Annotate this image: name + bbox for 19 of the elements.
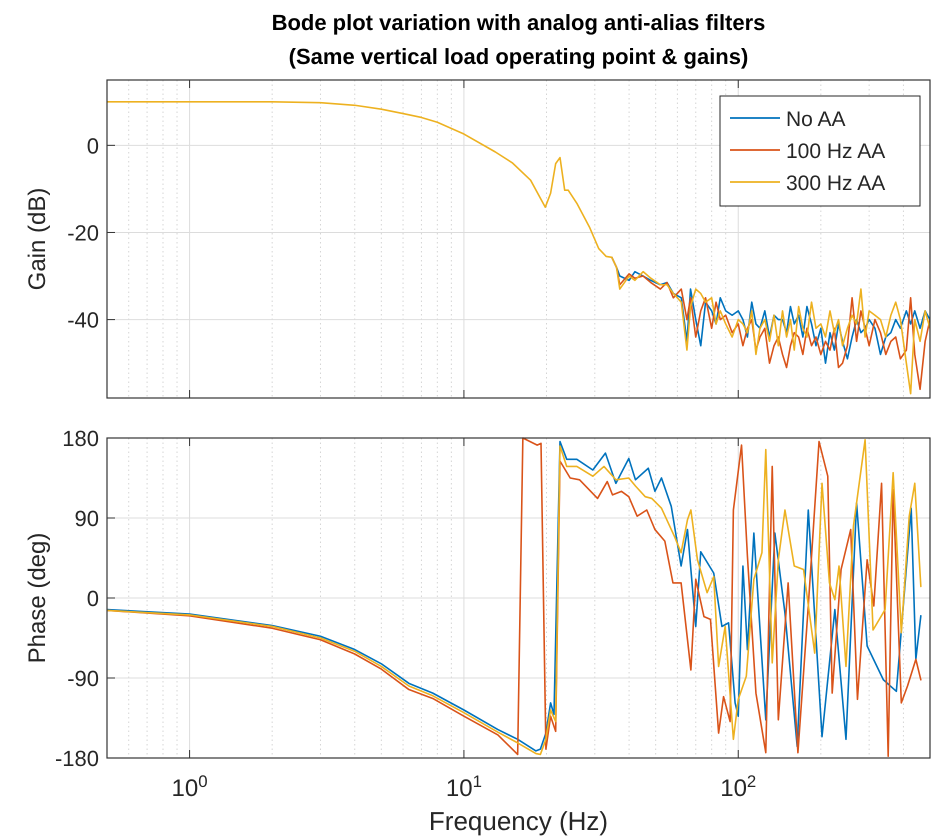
y-tick-label: 0 [86,586,99,611]
x-tick-label: 10$^{0}$ [172,772,208,802]
y-tick-label: -20 [67,220,99,246]
legend-label: No AA [786,108,846,131]
y-tick-label: -90 [67,666,99,691]
chart-title: Bode plot variation with analog anti-alias filters [272,10,766,35]
y-tick-label: -180 [54,746,99,771]
y-tick-label: 180 [62,426,99,451]
legend-label: 300 Hz AA [786,172,886,195]
x-axis-title: Frequency (Hz) [428,806,608,836]
y-tick-label: 90 [74,506,99,531]
y-axis-title: Gain (dB) [24,188,51,290]
chart-subtitle: (Same vertical load operating point & gains) [288,44,748,69]
x-tick-label: 10$^{1}$ [446,772,482,802]
y-tick-label: 0 [86,133,99,158]
y-axis-title: Phase (deg) [24,532,51,664]
x-tick-label: 10$^{2}$ [720,772,756,802]
legend-label: 100 Hz AA [786,140,886,163]
y-tick-label: -40 [67,308,99,333]
